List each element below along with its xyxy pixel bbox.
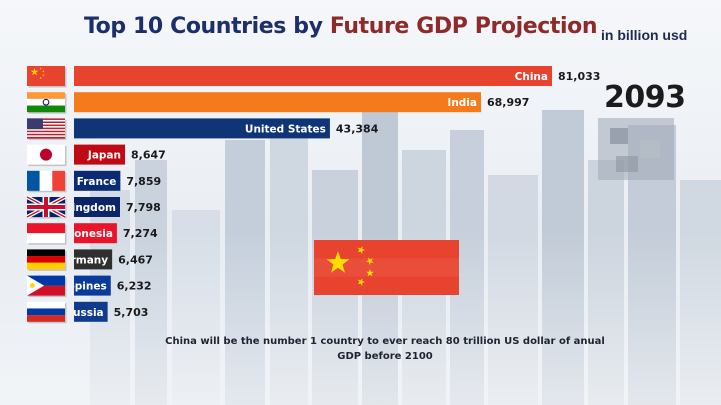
united-kingdom-flag-icon <box>26 195 67 219</box>
year-label: 2093 <box>604 80 686 115</box>
bar-france <box>74 170 121 191</box>
caption: China will be the number 1 country to ev… <box>165 336 605 362</box>
value-label-china: 81,033 <box>558 70 600 83</box>
chart-title: Top 10 Countries by Future GDP Projectio… <box>84 14 598 39</box>
bar-label-russia: Russia <box>65 307 104 319</box>
india-flag-icon <box>27 92 67 114</box>
bar-label-france: France <box>77 176 117 188</box>
bar-united-states <box>74 118 330 139</box>
value-label-indonesia: 7,274 <box>123 227 158 240</box>
bar-india <box>74 92 482 113</box>
bar-label-china: China <box>515 71 548 83</box>
value-label-japan: 8,647 <box>131 149 166 162</box>
title-prefix: Top 10 Countries by <box>84 14 323 39</box>
value-label-united-kingdom: 7,798 <box>126 201 161 214</box>
japan-flag-icon <box>27 144 67 167</box>
bar-label-united-states: United States <box>245 123 326 135</box>
value-label-russia: 5,703 <box>114 306 149 319</box>
russia-flag-icon <box>27 301 67 324</box>
value-label-united-states: 43,384 <box>336 122 379 135</box>
value-label-france: 7,859 <box>126 175 161 188</box>
philippines-flag-icon <box>27 275 67 298</box>
bar-china <box>74 66 552 86</box>
bar-label-philippines: ppines <box>67 281 106 293</box>
china-flag-large <box>314 240 459 295</box>
unit-label: in billion usd <box>601 27 688 43</box>
china-flag-icon <box>27 66 67 88</box>
bar-label-united-kingdom: Kingdom <box>64 202 116 214</box>
bar-russia <box>74 301 108 322</box>
bar-label-japan: Japan <box>87 150 121 162</box>
united-states-flag-icon <box>27 118 67 140</box>
value-label-germany: 6,467 <box>118 253 153 266</box>
bar-japan <box>74 144 126 165</box>
bar-philippines <box>74 275 111 296</box>
value-label-philippines: 6,232 <box>117 280 152 293</box>
bar-label-germany: ermany <box>63 254 108 266</box>
bar-germany <box>74 249 113 270</box>
blurred-logo <box>598 118 674 180</box>
value-label-india: 68,997 <box>487 96 529 109</box>
title-highlight: Future GDP Projection <box>329 14 598 39</box>
germany-flag-icon <box>27 249 67 271</box>
bar-label-india: India <box>447 97 477 109</box>
bar-indonesia <box>74 223 117 244</box>
bar-label-indonesia: donesia <box>67 228 113 240</box>
france-flag-icon <box>27 170 67 193</box>
bar-united-kingdom <box>74 197 120 217</box>
indonesia-flag-icon <box>27 223 67 245</box>
